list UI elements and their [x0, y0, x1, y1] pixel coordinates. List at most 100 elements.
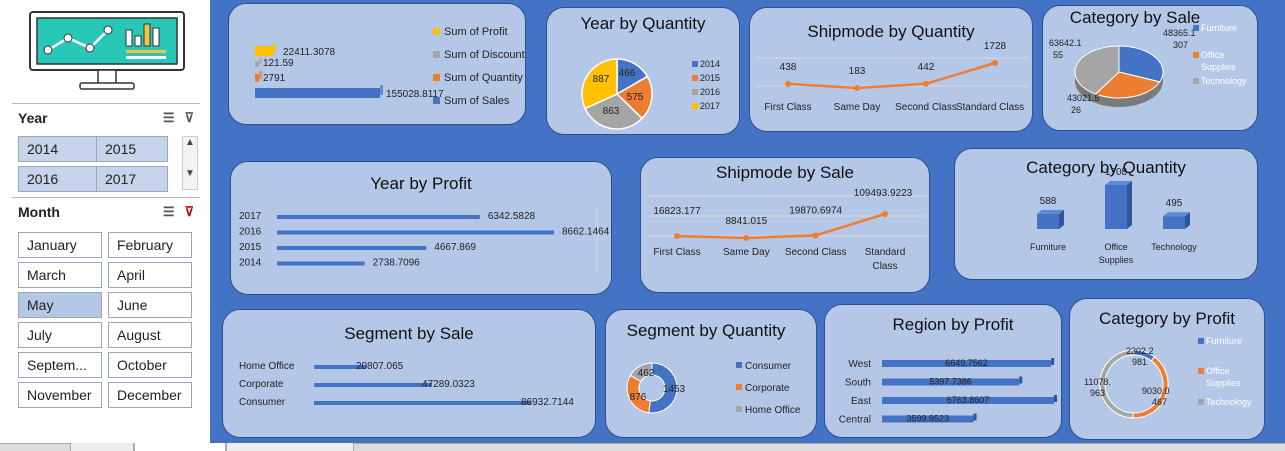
- year-scrollbar[interactable]: ▲ ▼: [182, 136, 198, 190]
- data-label: 1453: [663, 384, 686, 395]
- year-slicer: Year ☰ ⊽ 2014 2015 2016 2017 ▲ ▼: [12, 103, 200, 197]
- legend-label: Consumer: [745, 361, 792, 372]
- month-august-button[interactable]: August: [108, 322, 192, 348]
- chart-svg: 1453 876 462 Consumer Corporate Home Office: [626, 361, 801, 416]
- pie-slice: [1094, 71, 1161, 99]
- x-tick-label: Second Class: [785, 247, 847, 258]
- month-march-button[interactable]: March: [18, 262, 102, 288]
- legend-label: 2015: [700, 73, 720, 83]
- pie-label: 307: [1173, 40, 1188, 50]
- data-label: 588: [1040, 196, 1057, 207]
- legend-swatch: [1198, 399, 1204, 405]
- legend-swatch: [692, 103, 698, 109]
- data-label: 8841.015: [725, 216, 767, 227]
- bar: [882, 415, 974, 423]
- chart-svg: 588 1708 495 Furniture Office Supplies Technol…: [1030, 167, 1197, 265]
- sum-bar: [255, 88, 380, 98]
- data-point: [882, 211, 888, 217]
- month-october-button[interactable]: October: [108, 352, 192, 378]
- year-2015-button[interactable]: 2015: [96, 136, 168, 162]
- y-tick-label: South: [845, 378, 871, 389]
- month-july-button[interactable]: July: [18, 322, 102, 348]
- sheet-tab-active[interactable]: [134, 443, 226, 451]
- legend-label: 2014: [700, 59, 720, 69]
- month-january-button[interactable]: January: [18, 232, 102, 258]
- sheet-tab[interactable]: [70, 443, 134, 451]
- column-top: [1105, 181, 1132, 185]
- data-label: 16823.177: [653, 206, 701, 217]
- x-tick-label: Standard: [865, 247, 906, 258]
- pie-label: 26: [1071, 105, 1081, 115]
- series-line: [787, 61, 996, 90]
- month-april-button[interactable]: April: [108, 262, 192, 288]
- sum-bar-label: 121.59: [263, 58, 294, 69]
- data-label: 6649.7562: [945, 358, 988, 368]
- pie-label: 63642.1: [1049, 38, 1082, 48]
- chart-svg: 16823.177 8841.015 19870.6974 109493.9223 Fi…: [649, 188, 926, 272]
- month-september-button[interactable]: Septem...: [18, 352, 102, 378]
- legend-label: Corporate: [745, 383, 790, 394]
- multi-select-icon[interactable]: ☰: [162, 204, 175, 219]
- month-slicer: Month ☰ ⊽ January February March April Ma…: [12, 197, 200, 412]
- year-2014-button[interactable]: 2014: [18, 136, 102, 162]
- legend-label: Sum of Sales: [444, 95, 510, 107]
- data-point: [785, 80, 791, 87]
- data-label: 1728: [984, 41, 1007, 52]
- scroll-up-icon[interactable]: ▲: [185, 137, 195, 148]
- doughnut-slice: [648, 362, 678, 414]
- bar-depth: [973, 413, 977, 421]
- x-tick-label: Office: [1104, 242, 1127, 252]
- scroll-down-icon[interactable]: ▼: [185, 168, 195, 179]
- bar: [882, 360, 1052, 367]
- data-label: 1708: [1105, 167, 1128, 178]
- column: [1105, 185, 1127, 229]
- legend-swatch: [736, 362, 742, 368]
- data-label: 19870.6974: [789, 205, 842, 216]
- sum-bar-depth: [273, 43, 277, 53]
- doughnut-slice: [629, 362, 653, 383]
- data-point: [743, 235, 750, 241]
- month-december-button[interactable]: December: [108, 382, 192, 408]
- data-label: 9030.0: [1142, 386, 1170, 396]
- month-november-button[interactable]: November: [18, 382, 102, 408]
- legend-swatch: [736, 406, 742, 412]
- x-tick-label: First Class: [764, 102, 811, 113]
- bar: [277, 246, 427, 250]
- doughnut-slice: [1099, 349, 1135, 419]
- column: [1163, 216, 1185, 229]
- x-tick-label: Furniture: [1030, 242, 1066, 252]
- year-2016-button[interactable]: 2016: [18, 166, 102, 192]
- bar: [882, 378, 1020, 386]
- data-label: 876: [630, 392, 647, 403]
- data-point: [992, 60, 998, 66]
- month-slicer-title: Month: [18, 204, 60, 220]
- year-2017-button[interactable]: 2017: [96, 166, 168, 192]
- bar: [277, 261, 365, 266]
- y-tick-label: Home Office: [239, 361, 295, 372]
- data-label: 11078.: [1084, 377, 1111, 387]
- segment-by-quantity-card: Segment by Quantity 1453 876 462 Consumer Co…: [605, 309, 817, 438]
- month-may-button[interactable]: May: [18, 292, 102, 318]
- year-by-quantity-card: Year by Quantity 466 575 863 887 2014 2015 201…: [546, 7, 740, 135]
- data-label: 442: [918, 62, 935, 73]
- clear-filter-icon[interactable]: ⊽: [184, 110, 194, 125]
- month-june-button[interactable]: June: [108, 292, 192, 318]
- sheet-tab[interactable]: [226, 443, 354, 451]
- clear-filter-icon[interactable]: ⊽: [184, 204, 194, 219]
- legend-label: Office: [1206, 366, 1229, 376]
- chart-title: Category by Sale: [1069, 8, 1201, 27]
- x-tick-label: First Class: [653, 247, 700, 258]
- data-label: 438: [780, 62, 797, 73]
- multi-select-icon[interactable]: ☰: [162, 110, 175, 125]
- segment-by-sale-card: Segment by Sale Home Office 20807.065 Corp…: [222, 309, 596, 438]
- legend-label: 2017: [700, 101, 720, 111]
- sum-bar-label: 2791: [263, 73, 286, 84]
- legend-label: Technology: [1206, 397, 1252, 407]
- region-by-profit-card: Region by Profit West 6649.7562 South 5397.…: [824, 304, 1062, 438]
- monitor-dashboard-icon: [28, 10, 188, 92]
- month-february-button[interactable]: February: [108, 232, 192, 258]
- data-label: 5397.7386: [929, 377, 972, 387]
- column-side: [1059, 209, 1064, 229]
